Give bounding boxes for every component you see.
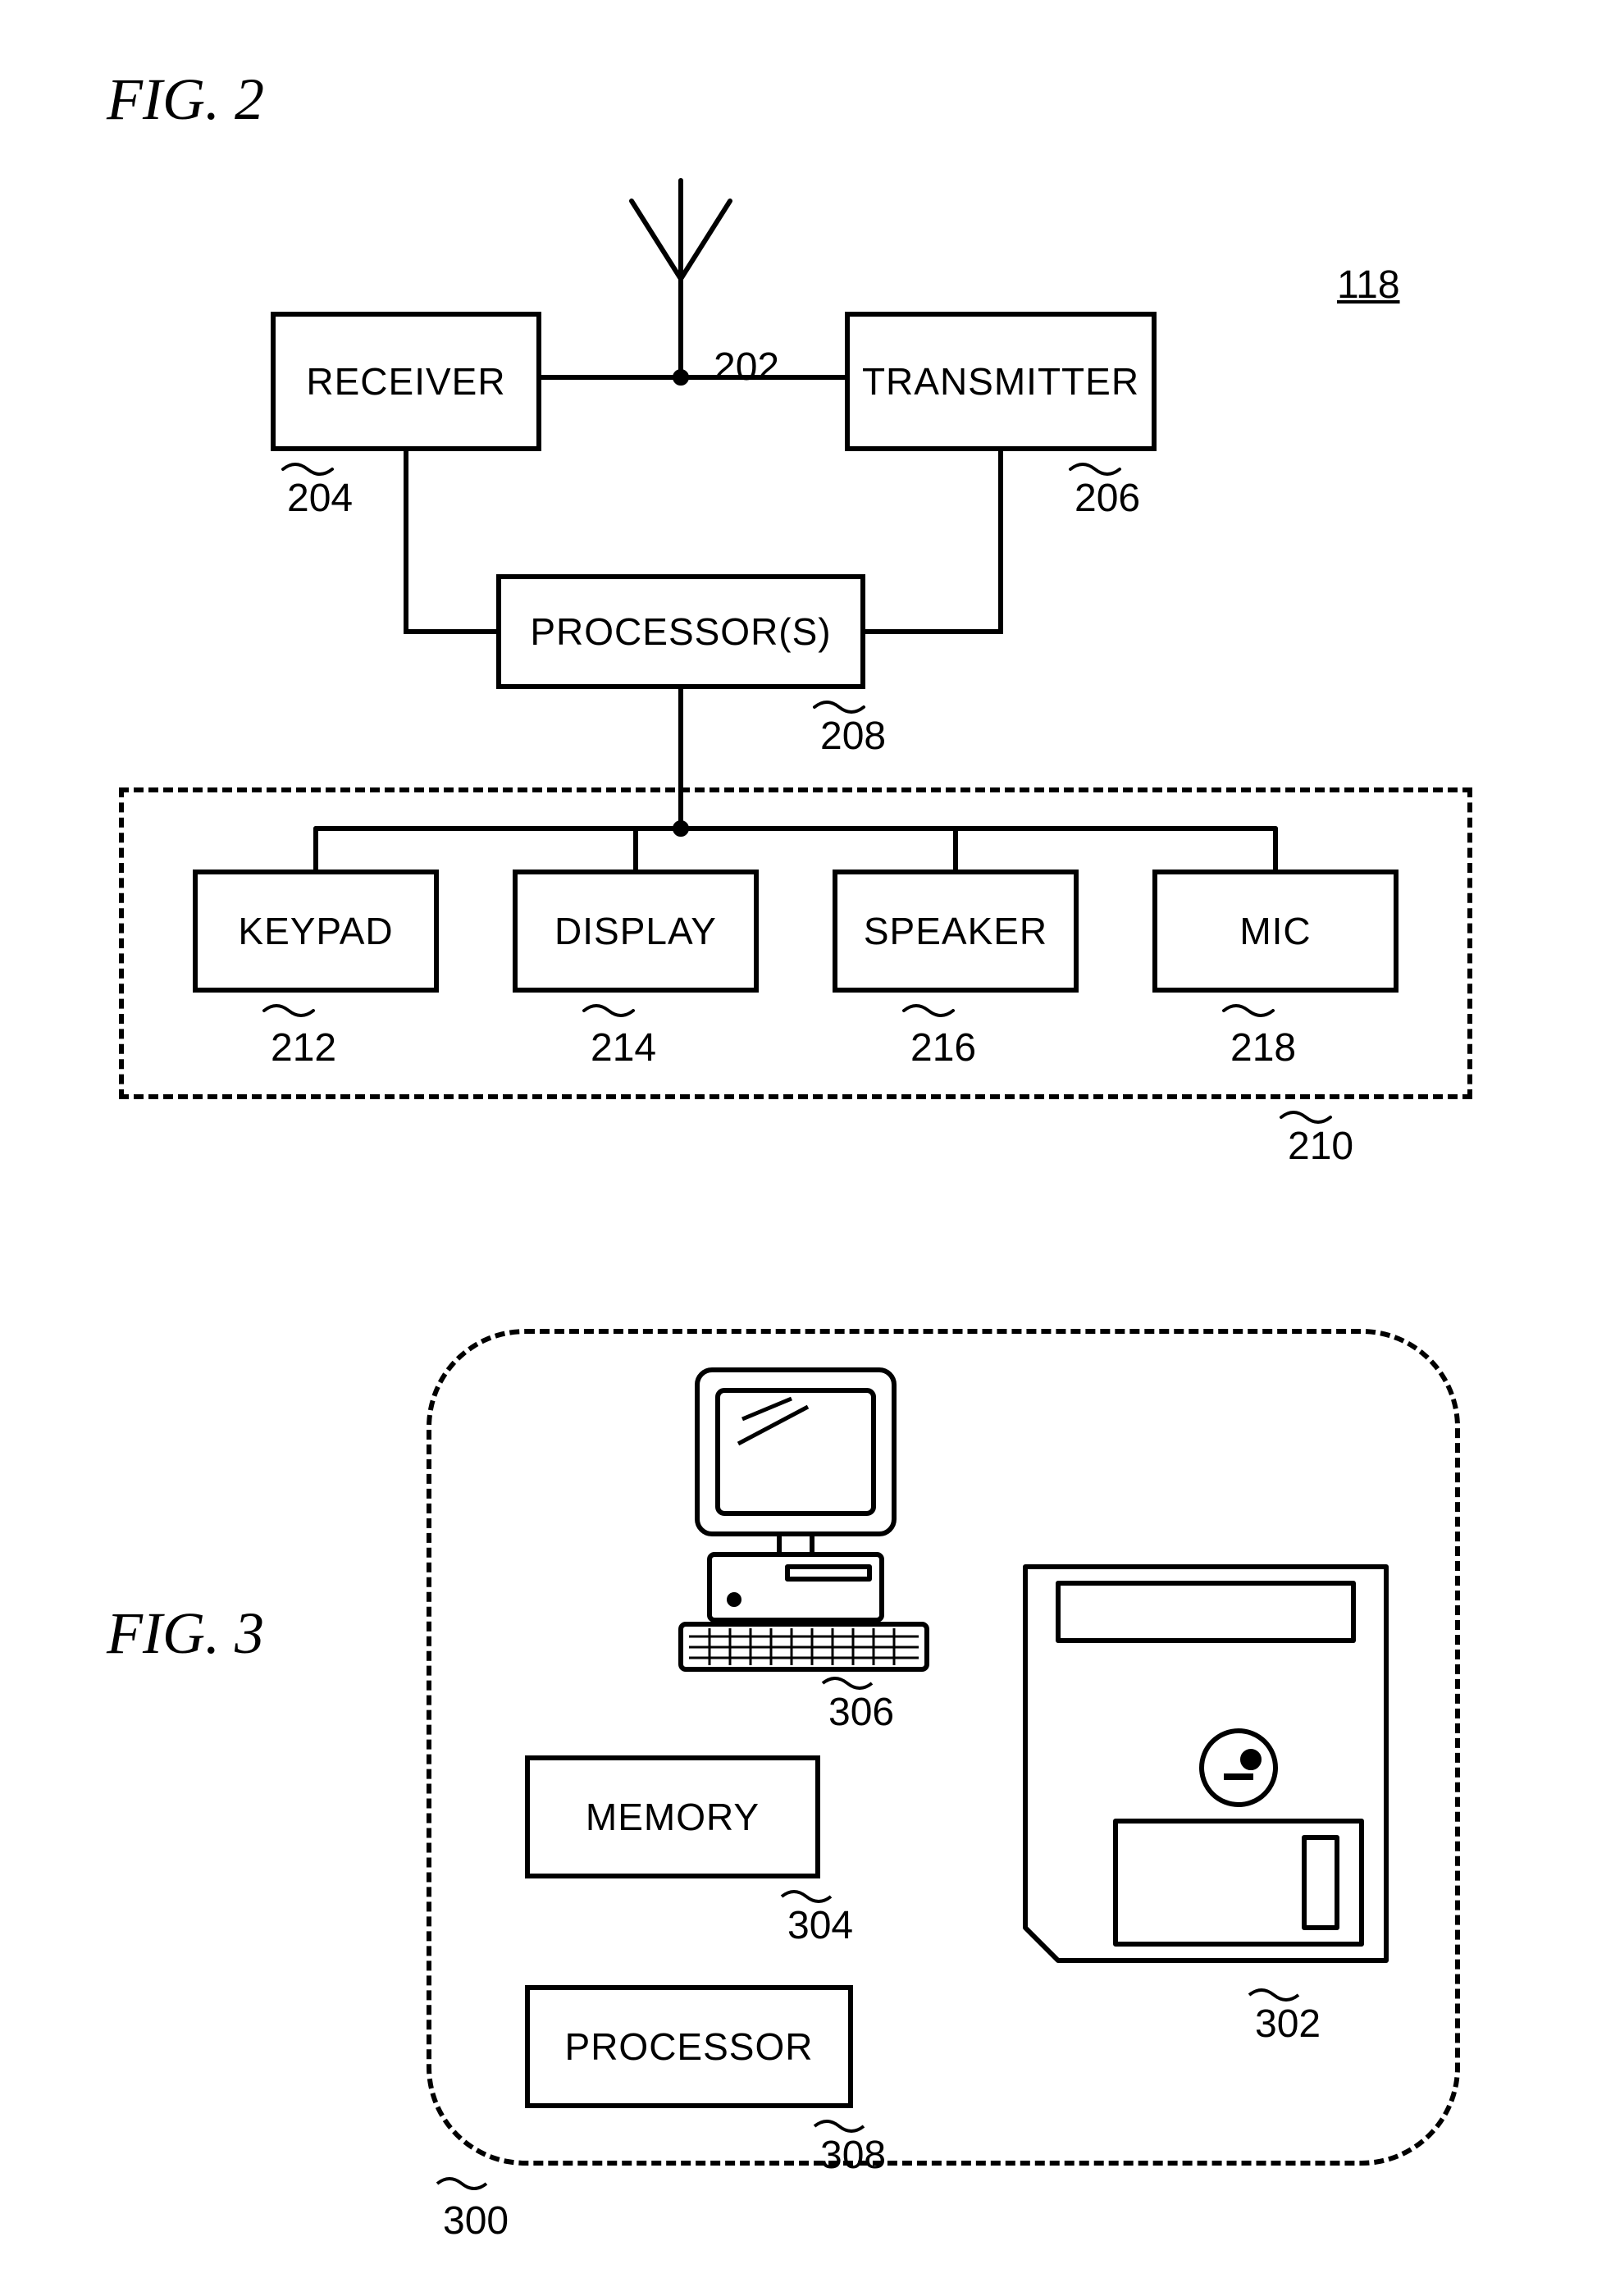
speaker-ref: 216 <box>910 1025 976 1070</box>
memory-label: MEMORY <box>586 1795 760 1839</box>
keypad-box: KEYPAD <box>193 870 439 993</box>
floppy-ref: 302 <box>1255 2002 1321 2047</box>
processors-ref: 208 <box>820 714 886 759</box>
fig3-label: FIG. 3 <box>107 1600 264 1668</box>
memory-ref: 304 <box>787 1903 853 1948</box>
receiver-label: RECEIVER <box>306 359 505 404</box>
processor-label: PROCESSOR <box>565 2024 814 2069</box>
computer-ref: 306 <box>828 1690 894 1735</box>
keypad-label: KEYPAD <box>238 909 393 953</box>
mic-box: MIC <box>1152 870 1399 993</box>
receiver-ref: 204 <box>287 476 353 521</box>
antenna-ref: 202 <box>714 345 779 390</box>
display-ref: 214 <box>591 1025 656 1070</box>
fig2-system-ref: 118 <box>1337 262 1400 308</box>
processor-ref: 308 <box>820 2133 886 2178</box>
keypad-ref: 212 <box>271 1025 336 1070</box>
fig2-label: FIG. 2 <box>107 66 264 134</box>
mic-label: MIC <box>1239 909 1311 953</box>
processors-box: PROCESSOR(S) <box>496 574 865 689</box>
receiver-box: RECEIVER <box>271 312 541 451</box>
memory-box: MEMORY <box>525 1755 820 1878</box>
display-label: DISPLAY <box>554 909 717 953</box>
peripheral-group-ref: 210 <box>1288 1124 1353 1169</box>
transmitter-label: TRANSMITTER <box>862 359 1139 404</box>
processors-label: PROCESSOR(S) <box>530 609 831 654</box>
speaker-label: SPEAKER <box>864 909 1047 953</box>
mic-ref: 218 <box>1230 1025 1296 1070</box>
transmitter-box: TRANSMITTER <box>845 312 1157 451</box>
speaker-box: SPEAKER <box>833 870 1079 993</box>
fig3-container-ref: 300 <box>443 2198 509 2244</box>
processor-box: PROCESSOR <box>525 1985 853 2108</box>
transmitter-ref: 206 <box>1075 476 1140 521</box>
display-box: DISPLAY <box>513 870 759 993</box>
